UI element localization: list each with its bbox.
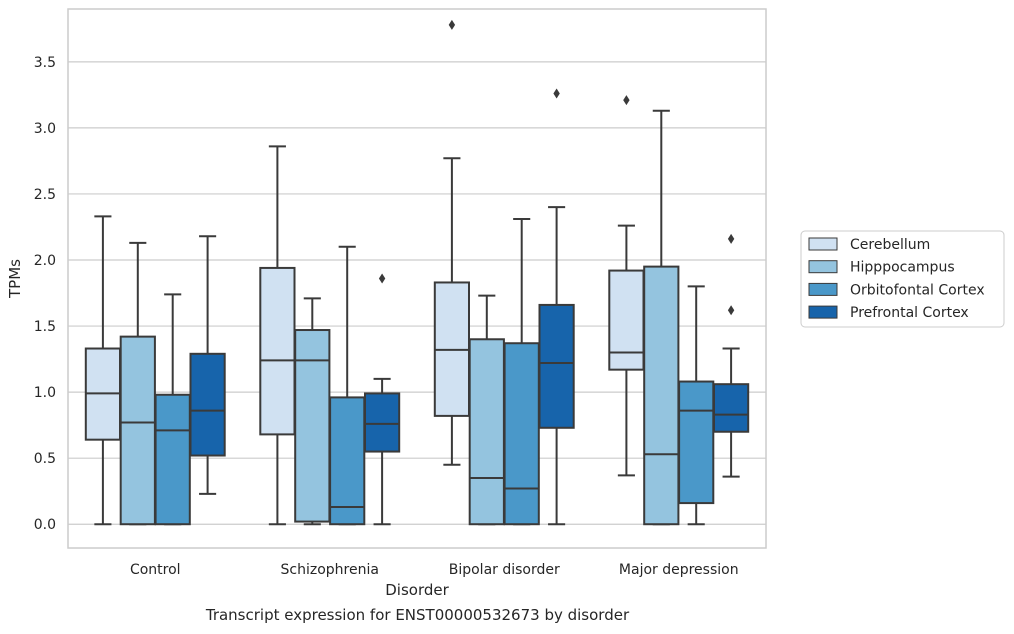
series-hipppocampus [119,109,680,526]
box-iqr [608,269,645,371]
box [119,241,156,526]
box-iqr [678,380,715,505]
box [608,95,645,477]
y-tick-label: 1.5 [34,319,56,335]
y-tick-label: 0.5 [34,451,56,467]
x-tick-label: Major depression [619,562,739,578]
legend-label: Cerebellum [850,237,930,253]
box [259,145,296,526]
box-iqr [119,335,156,526]
y-tick-label: 3.0 [34,121,56,137]
box [538,88,575,526]
outlier-point [623,95,630,106]
box [329,245,366,526]
box-iqr [294,329,331,523]
x-tick-label: Control [130,562,181,578]
box-iqr [154,393,191,526]
box [84,215,122,526]
box-iqr [643,265,680,526]
legend-swatch [808,237,838,251]
box [189,235,226,495]
y-tick-label: 3.5 [34,55,56,71]
legend-label: Prefrontal Cortex [850,305,969,321]
box-iqr [259,266,296,436]
y-axis-label: TPMs [6,259,24,299]
legend-swatch [808,305,838,319]
y-tick-label: 2.0 [34,253,56,269]
legend-frame [800,230,1005,328]
series-orbitofontal-cortex [154,218,715,526]
box [154,293,191,526]
y-tick-label: 1.0 [34,385,56,401]
box-iqr [189,352,226,457]
box-iqr [329,396,366,526]
box [503,218,540,526]
box-series [84,19,750,526]
box-iqr [503,342,540,526]
box [433,19,471,466]
box [363,273,401,526]
box [468,294,505,526]
y-tick-labels: 0.0 0.5 1.0 1.5 2.0 2.5 3.0 3.5 [34,55,56,533]
y-tick-label: 0.0 [34,517,56,533]
box [294,297,331,526]
legend: Cerebellum Hipppocampus Orbitofontal Corte… [800,230,1005,328]
x-tick-labels: Control Schizophrenia Bipolar disorder Majo… [130,562,739,578]
legend-swatch [808,260,838,274]
chart-caption: Transcript expression for ENST0000053267… [205,606,630,624]
y-tick-label: 2.5 [34,187,56,203]
x-tick-label: Bipolar disorder [449,562,560,578]
box-iqr [468,338,505,526]
box [643,109,680,526]
series-cerebellum [84,19,645,526]
box-iqr [363,392,401,453]
box [678,285,715,526]
outlier-point [727,233,735,244]
box-iqr [712,383,750,433]
box [712,233,750,478]
x-tick-label: Schizophrenia [281,562,379,578]
legend-label: Orbitofontal Cortex [850,282,985,298]
legend-label: Hipppocampus [850,260,955,276]
outlier-point [553,88,560,99]
legend-swatch [808,282,838,296]
outlier-point [448,19,456,30]
outlier-point [378,273,386,284]
box-iqr [538,303,575,429]
x-axis-label: Disorder [385,581,449,599]
outlier-point [727,305,735,316]
series-prefrontal-cortex [189,88,750,526]
plot-frame [67,8,767,549]
